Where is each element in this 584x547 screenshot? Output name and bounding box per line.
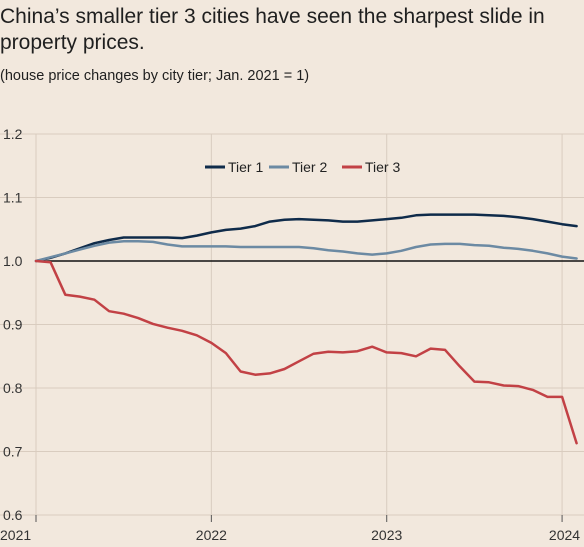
x-tick-label: 2023: [371, 527, 402, 543]
x-tick-label: 2024: [549, 527, 580, 543]
y-tick-label: 1.1: [3, 190, 23, 206]
y-tick-label: 0.6: [3, 507, 23, 523]
gridlines: [0, 133, 584, 516]
series-lines: [34, 213, 578, 445]
legend-label: Tier 1: [228, 159, 263, 175]
legend-label: Tier 3: [365, 159, 400, 175]
y-tick-label: 0.9: [3, 317, 23, 333]
legend: Tier 1 Tier 2 Tier 3: [205, 159, 400, 175]
y-tick-label: 0.8: [3, 380, 23, 396]
legend-label: Tier 2: [292, 159, 327, 175]
y-axis: 0.6 0.7 0.8 0.9 1.0 1.1 1.2: [3, 126, 23, 523]
y-tick-label: 1.2: [3, 126, 23, 142]
series-line-tier-1: [34, 213, 578, 263]
series-line-tier-2: [34, 240, 578, 263]
chart-subtitle: (house price changes by city tier; Jan. …: [0, 68, 310, 84]
x-axis: 2021 2022 2023 2024: [0, 515, 580, 543]
x-tick-label: 2021: [0, 527, 31, 543]
series-line-tier-3: [34, 259, 578, 445]
y-tick-label: 1.0: [3, 253, 23, 269]
chart-title: China’s smaller tier 3 cities have seen …: [0, 5, 545, 54]
x-tick-label: 2022: [196, 527, 227, 543]
y-tick-label: 0.7: [3, 444, 23, 460]
